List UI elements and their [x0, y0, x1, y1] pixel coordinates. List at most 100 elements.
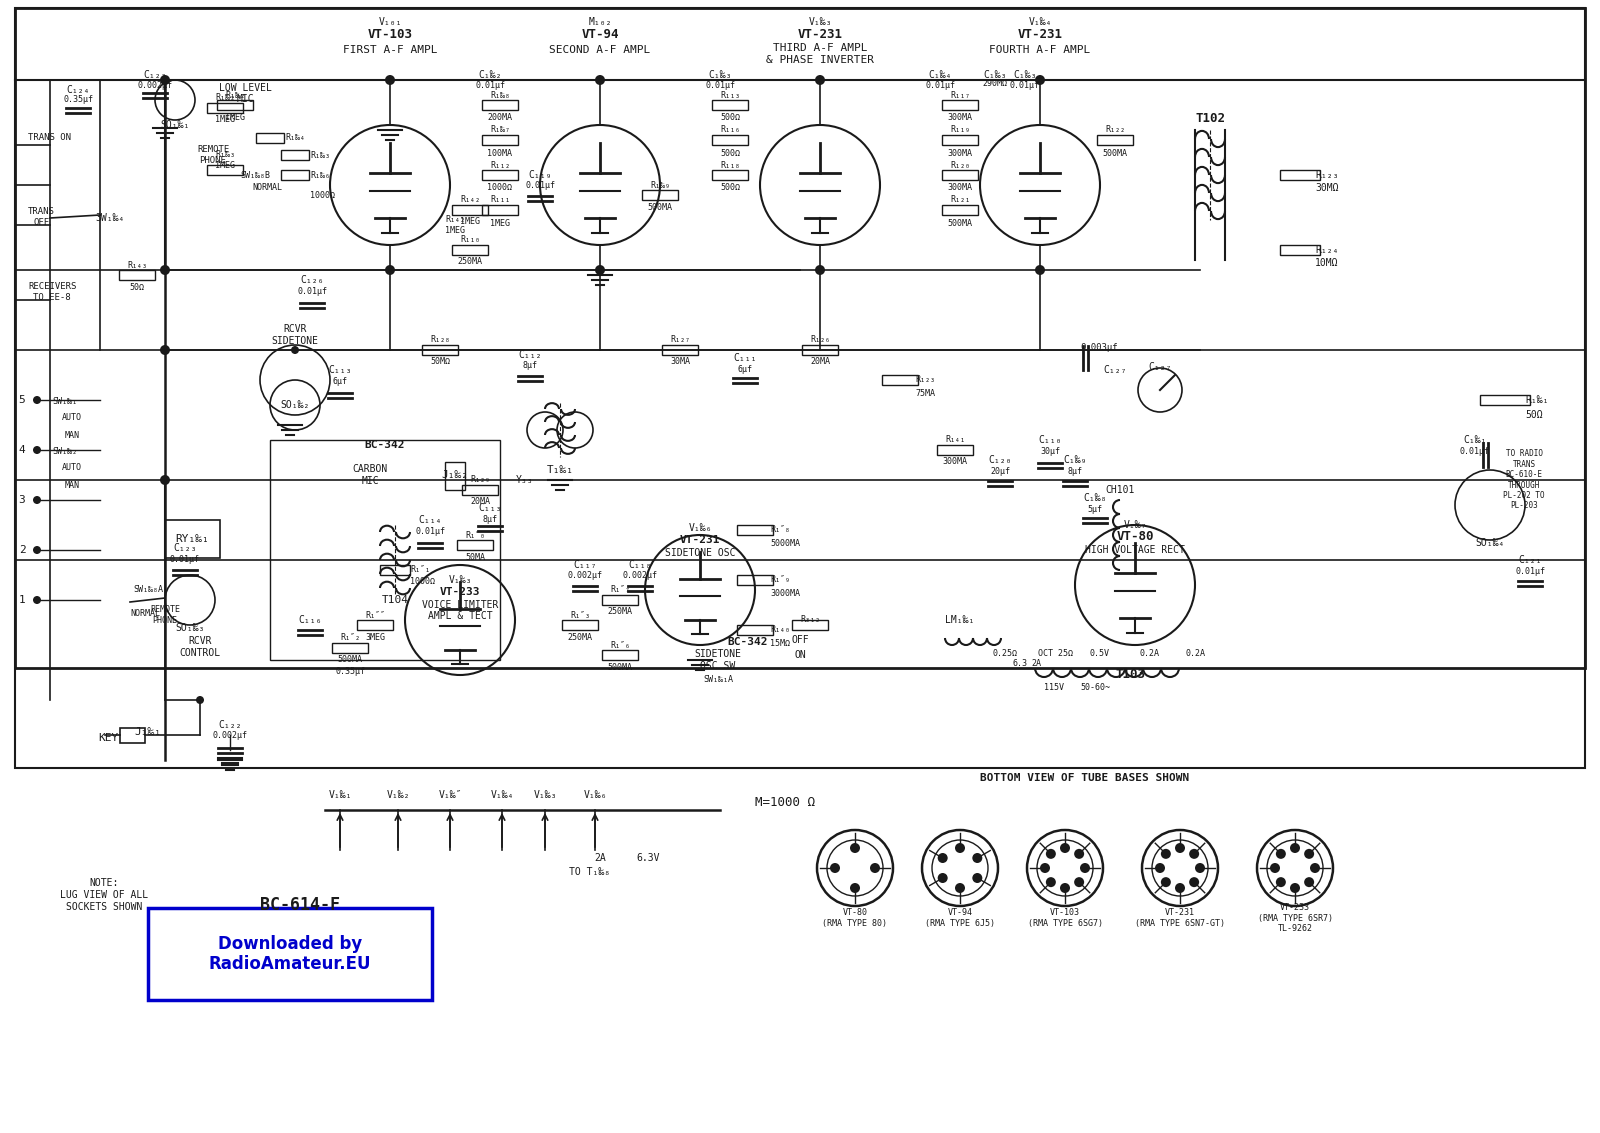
Text: 5: 5	[19, 395, 26, 404]
Text: R₁₁₂: R₁₁₂	[490, 161, 510, 170]
Text: V₁‰₂: V₁‰₂	[386, 790, 410, 800]
Text: C₁₁₃: C₁₁₃	[478, 503, 502, 513]
Text: V₁‰₆: V₁‰₆	[688, 523, 712, 533]
Bar	[482, 135, 518, 145]
Text: C₁‰₈: C₁‰₈	[1083, 493, 1107, 503]
Circle shape	[386, 76, 394, 84]
Text: SO₁‰₁: SO₁‰₁	[160, 120, 190, 130]
Text: 3MEG: 3MEG	[365, 632, 386, 641]
Text: V₁‰″: V₁‰″	[438, 790, 462, 800]
Circle shape	[1074, 849, 1085, 859]
Text: BOTTOM VIEW OF TUBE BASES SHOWN: BOTTOM VIEW OF TUBE BASES SHOWN	[981, 773, 1190, 783]
Bar	[1280, 170, 1320, 180]
Text: R₁₂₂: R₁₂₂	[1106, 126, 1125, 135]
Text: CARBON
MIC: CARBON MIC	[352, 465, 387, 486]
Text: C₁₂₆: C₁₂₆	[301, 275, 323, 286]
Bar	[942, 170, 978, 180]
Text: BC-342: BC-342	[365, 440, 405, 450]
Text: SIDETONE OSC: SIDETONE OSC	[664, 548, 736, 557]
Text: R₁₂₇: R₁₂₇	[670, 335, 690, 344]
Text: 1MEG: 1MEG	[226, 113, 245, 122]
Bar	[712, 100, 749, 110]
Bar	[482, 170, 518, 180]
Text: VT-80: VT-80	[1117, 530, 1154, 544]
Bar	[712, 170, 749, 180]
Bar	[165, 520, 221, 557]
Text: VT-231
(RMA TYPE 6SN7-GT): VT-231 (RMA TYPE 6SN7-GT)	[1134, 909, 1226, 928]
Circle shape	[160, 475, 170, 485]
Text: 75MA: 75MA	[915, 389, 934, 398]
Bar	[712, 135, 749, 145]
Circle shape	[1290, 843, 1299, 853]
Circle shape	[814, 75, 826, 85]
Circle shape	[1290, 883, 1299, 893]
Circle shape	[1035, 75, 1045, 85]
Text: R₁‰₇: R₁‰₇	[490, 126, 510, 135]
Text: SIDETONE
OSC SW: SIDETONE OSC SW	[694, 649, 741, 671]
Text: 500Ω: 500Ω	[720, 113, 739, 122]
Text: C₁₂₃: C₁₂₃	[144, 70, 166, 80]
Circle shape	[1155, 863, 1165, 874]
Text: 0.01μf: 0.01μf	[170, 554, 200, 563]
Bar	[14, 8, 1586, 668]
Text: 0.35μf: 0.35μf	[334, 666, 365, 675]
Text: C₁‰₃: C₁‰₃	[1013, 70, 1037, 80]
Text: 0.01μf: 0.01μf	[298, 287, 326, 296]
Text: 300MA: 300MA	[947, 184, 973, 193]
Text: 1000Ω: 1000Ω	[410, 578, 435, 587]
Text: 6.3: 6.3	[1013, 659, 1027, 668]
Text: C₁₁₆: C₁₁₆	[298, 615, 322, 625]
Text: T103: T103	[1115, 667, 1146, 681]
Text: 30MΩ: 30MΩ	[1315, 184, 1339, 193]
Text: R₁″″: R₁″″	[365, 611, 386, 620]
Circle shape	[1189, 849, 1198, 859]
Text: R₁₁₀: R₁₁₀	[461, 236, 480, 245]
Text: V₁‰₃: V₁‰₃	[808, 17, 832, 27]
Text: 100MA: 100MA	[488, 148, 512, 157]
Text: FOURTH A-F AMPL: FOURTH A-F AMPL	[989, 45, 1091, 56]
Circle shape	[160, 75, 170, 85]
Circle shape	[595, 75, 605, 85]
Circle shape	[595, 76, 605, 84]
Text: BC-614-F: BC-614-F	[259, 896, 339, 914]
Text: 50-60~: 50-60~	[1080, 683, 1110, 692]
Text: R₁‰₆: R₁‰₆	[310, 170, 330, 179]
Text: 2A: 2A	[594, 853, 606, 863]
Bar	[662, 346, 698, 355]
Text: MAN: MAN	[64, 431, 80, 440]
Text: C₁‰₉: C₁‰₉	[1064, 455, 1086, 465]
Bar	[14, 8, 1586, 768]
Bar	[942, 205, 978, 215]
Text: R₁‰₂: R₁‰₂	[214, 94, 235, 102]
Text: C₁₂₀: C₁₂₀	[989, 455, 1011, 465]
Circle shape	[955, 843, 965, 853]
Text: C₁₂₁: C₁₂₁	[1518, 555, 1542, 565]
Text: T102: T102	[1195, 111, 1226, 125]
Text: R₁″₈: R₁″₈	[770, 526, 790, 535]
Text: 500MA: 500MA	[1102, 148, 1128, 157]
Text: R₁‰₂: R₁‰₂	[226, 91, 245, 100]
Text: V₁‰₃: V₁‰₃	[533, 790, 557, 800]
Circle shape	[850, 843, 861, 853]
Bar	[453, 245, 488, 255]
Circle shape	[1046, 877, 1056, 887]
Text: R₁₂₆: R₁₂₆	[810, 335, 830, 344]
Text: 50Ω: 50Ω	[1525, 410, 1542, 420]
Text: MIC: MIC	[237, 94, 254, 104]
Text: R₁₂₃: R₁₂₃	[915, 375, 934, 384]
Text: R₁″₃: R₁″₃	[570, 611, 590, 620]
Bar	[445, 462, 466, 489]
Text: 1: 1	[19, 595, 26, 605]
Text: 300MA: 300MA	[947, 113, 973, 122]
Bar	[1480, 395, 1530, 404]
Text: R₁₁₆: R₁₁₆	[720, 126, 739, 135]
Circle shape	[34, 496, 42, 504]
Text: 0.01μf: 0.01μf	[1459, 446, 1490, 455]
Text: R₁₂₁: R₁₂₁	[950, 196, 970, 204]
Circle shape	[973, 874, 982, 883]
Bar	[942, 100, 978, 110]
Text: R₁″₇: R₁″₇	[610, 586, 630, 595]
Text: 500MA: 500MA	[338, 656, 363, 664]
Text: R₁₄₂: R₁₄₂	[461, 196, 480, 204]
Text: 8μf: 8μf	[483, 514, 498, 523]
